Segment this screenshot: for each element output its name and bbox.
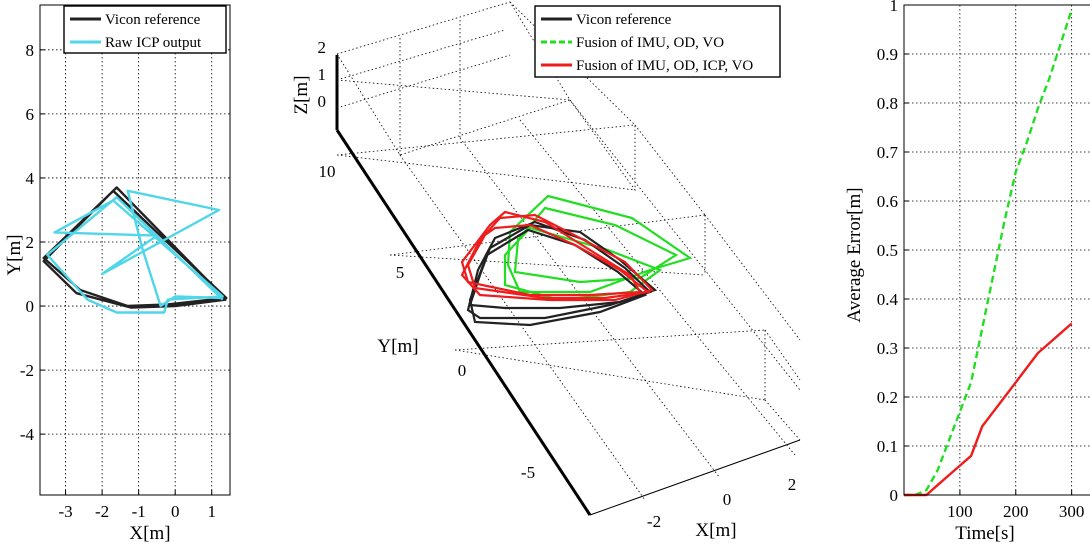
3d-x-axis xyxy=(589,439,801,516)
3d-xticklabel: 2 xyxy=(788,475,797,494)
3d-xticklabel: -2 xyxy=(647,512,661,531)
xy-legend-label-vicon: Vicon reference xyxy=(105,12,201,28)
3d-grid xyxy=(336,1,801,501)
3d-series-fusion-icp xyxy=(460,210,655,302)
xy-yticklabel: 4 xyxy=(26,169,35,188)
error-yticklabel: 0.4 xyxy=(877,290,899,309)
xy-legend-label-icp: Raw ICP output xyxy=(105,35,202,51)
error-yticklabel: 0.2 xyxy=(877,388,898,407)
error-xticklabel: 300 xyxy=(1059,502,1085,521)
error-yticklabel: 0.5 xyxy=(877,241,898,260)
xy-yticklabel: 8 xyxy=(26,41,35,60)
xy-yticklabel: -4 xyxy=(20,425,35,444)
error-xticklabel: 200 xyxy=(1003,502,1029,521)
3d-line-vicon-loop-3 xyxy=(468,228,648,327)
3d-xlabel: X[m] xyxy=(695,520,736,541)
error-yticklabel: 0.3 xyxy=(877,339,898,358)
error-yticklabel: 0.6 xyxy=(877,192,898,211)
error-xticklabel: 100 xyxy=(947,502,973,521)
error-yticklabel: 0.8 xyxy=(877,94,898,113)
3d-line-fusion-icp-loop-2 xyxy=(466,223,651,300)
3d-zlabel: Z[m] xyxy=(291,75,312,114)
xy-yticklabel: 0 xyxy=(26,297,35,316)
3d-series-fusion-vo xyxy=(503,194,693,302)
3d-legend-box xyxy=(534,5,781,78)
3d-line-fusion-vo-loop-1 xyxy=(506,194,693,294)
error-series-line-fusion_vo xyxy=(904,9,1073,497)
3d-zticklabel: 0 xyxy=(318,92,327,111)
xy-xticklabel: -1 xyxy=(132,502,146,521)
3d-line-fusion-vo-loop-3 xyxy=(503,226,663,302)
xy-plot-frame xyxy=(39,4,231,496)
3d-legend-label-vicon: Vicon reference xyxy=(576,12,672,28)
3d-legend-label-fusion-icp: Fusion of IMU, OD, ICP, VO xyxy=(576,58,753,74)
xy-series-line-icp xyxy=(46,189,224,314)
xy-legend-box xyxy=(63,5,227,54)
xy-legend: Vicon reference Raw ICP output xyxy=(63,5,227,54)
xy-trajectory-panel: -3 -2 -1 0 1 -4 -2 0 2 4 6 8 X[m] Y[m] Vicon refere… xyxy=(4,4,231,544)
3d-y-axis xyxy=(335,129,592,516)
xy-xticklabel: -3 xyxy=(58,502,72,521)
xy-yticklabel: 6 xyxy=(26,105,35,124)
3d-zticklabel: 1 xyxy=(318,65,327,84)
3d-legend: Vicon reference Fusion of IMU, OD, VO Fu… xyxy=(534,5,781,78)
error-xlabel: Time[s] xyxy=(955,523,1014,544)
3d-trajectory-panel: 2 1 0 Z[m] 10 5 0 -5 Y[m] -2 0 2 X[m] Vi… xyxy=(291,1,801,541)
error-panel: 100 200 300 0 0.1 0.2 0.3 0.4 0.5 0.6 0.7 0.8 0.9 1 T… xyxy=(844,0,1090,544)
3d-yticklabel: -5 xyxy=(521,463,535,482)
error-yticklabel: 0.1 xyxy=(877,437,898,456)
3d-yticklabel: 5 xyxy=(396,263,405,282)
3d-xticklabel: 0 xyxy=(723,490,732,509)
xy-ylabel: Y[m] xyxy=(4,234,25,275)
xy-yticklabel: 2 xyxy=(26,233,35,252)
3d-zticklabel: 2 xyxy=(318,38,327,57)
3d-yticklabel: 10 xyxy=(319,162,336,181)
3d-line-fusion-icp-loop-3 xyxy=(460,210,642,297)
error-yticklabel: 1 xyxy=(890,0,899,15)
error-series-line-fusion_icp xyxy=(904,322,1073,497)
xy-xticklabel: 0 xyxy=(171,502,180,521)
error-yticklabel: 0.9 xyxy=(877,45,898,64)
xy-series-line-vicon xyxy=(42,186,228,309)
3d-ylabel: Y[m] xyxy=(377,336,418,357)
error-yticklabel: 0 xyxy=(890,486,899,505)
xy-xlabel: X[m] xyxy=(129,523,170,544)
xy-xticklabel: -2 xyxy=(95,502,109,521)
xy-xticklabel: 1 xyxy=(207,502,216,521)
3d-legend-label-fusion-vo: Fusion of IMU, OD, VO xyxy=(576,35,724,51)
3d-line-fusion-vo-loop-2 xyxy=(513,206,679,284)
error-ylabel: Average Error[m] xyxy=(844,187,865,322)
error-yticklabel: 0.7 xyxy=(877,143,899,162)
3d-yticklabel: 0 xyxy=(458,361,467,380)
xy-yticklabel: -2 xyxy=(20,361,34,380)
